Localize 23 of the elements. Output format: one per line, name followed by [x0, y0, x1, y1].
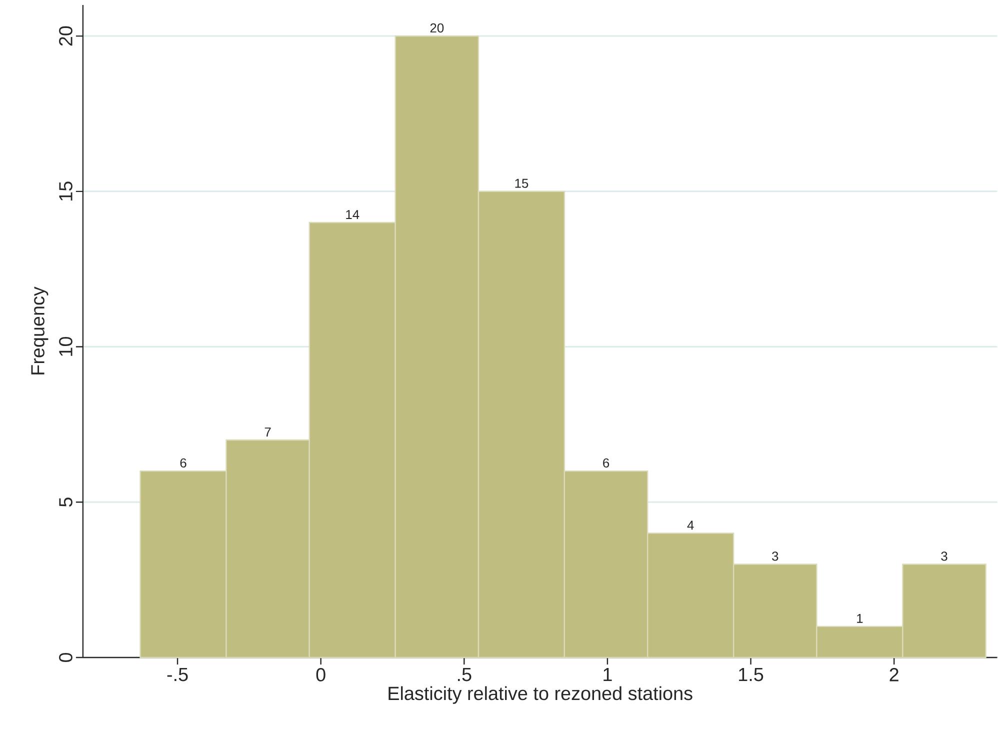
data-label: 20 — [430, 23, 444, 32]
data-label: 7 — [264, 427, 271, 436]
y-tick-label: 5 — [59, 497, 72, 506]
x-tick-label: -.5 — [167, 668, 188, 681]
data-label: 14 — [346, 210, 360, 219]
x-tick-label: 0 — [316, 668, 326, 682]
x-tick-label: 2 — [890, 668, 898, 681]
y-axis-title: Frequency — [31, 286, 48, 374]
y-tick-label: 10 — [59, 336, 72, 356]
y-tick-label: 15 — [59, 181, 72, 200]
y-tick-label: 0 — [59, 652, 72, 662]
data-label: 1 — [857, 614, 863, 623]
data-label: 4 — [687, 520, 694, 530]
data-label: 3 — [772, 551, 778, 561]
x-tick-label: 1.5 — [739, 668, 764, 681]
data-label: 15 — [515, 178, 528, 188]
x-axis-title: Elasticity relative to rezoned stations — [388, 686, 692, 704]
y-tick-label: 20 — [59, 26, 72, 46]
data-label: 6 — [603, 458, 610, 468]
data-label: 3 — [941, 551, 948, 561]
x-tick-label: .5 — [458, 668, 472, 681]
data-label: 6 — [180, 458, 186, 468]
x-tick-label: 1 — [604, 668, 612, 681]
